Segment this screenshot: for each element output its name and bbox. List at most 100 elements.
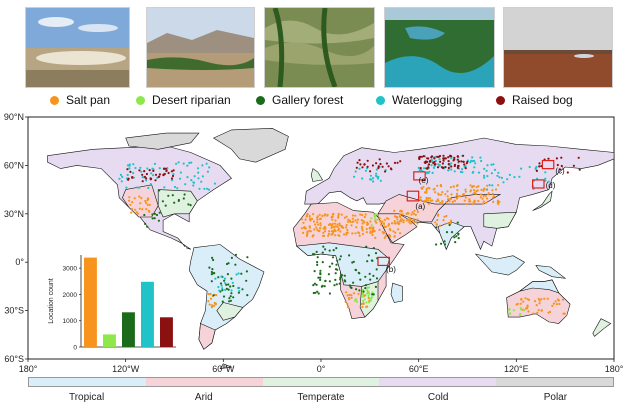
- category-legend: Salt pan Desert riparian Gallery forest Wat…: [50, 93, 604, 111]
- site-dot: [316, 218, 319, 221]
- site-dot: [210, 270, 213, 274]
- new-guinea-landmass: [535, 265, 567, 279]
- site-dot: [483, 176, 486, 179]
- site-dot: [369, 226, 372, 229]
- site-dot: [327, 273, 330, 276]
- site-dot: [312, 220, 316, 223]
- climate-segment: [145, 378, 263, 386]
- site-dot: [537, 297, 540, 300]
- site-dot: [190, 161, 193, 164]
- site-dot: [228, 297, 231, 300]
- site-dot: [427, 157, 430, 160]
- site-dot: [231, 281, 234, 284]
- site-dot: [414, 213, 417, 216]
- site-dot: [230, 277, 233, 280]
- site-dot: [363, 215, 366, 219]
- site-dot: [333, 228, 336, 231]
- site-dot: [360, 302, 363, 306]
- climate-label: Temperate: [297, 392, 345, 403]
- site-dot: [381, 165, 384, 168]
- site-dot: [538, 165, 541, 168]
- site-dot: [411, 219, 414, 222]
- site-dot: [360, 225, 364, 229]
- site-dot: [361, 222, 364, 225]
- site-dot: [209, 297, 213, 300]
- site-dot: [560, 156, 563, 159]
- site-dot: [335, 283, 338, 286]
- inset-bar: [103, 334, 116, 347]
- site-dot: [158, 175, 161, 178]
- site-dot: [358, 289, 361, 292]
- site-dot: [348, 293, 351, 296]
- site-dot: [323, 227, 326, 230]
- site-dot: [376, 175, 379, 178]
- site-dot: [450, 197, 453, 200]
- site-dot: [230, 256, 233, 259]
- site-dot: [398, 220, 401, 223]
- site-dot: [425, 198, 428, 202]
- site-dot: [223, 277, 227, 280]
- site-dot: [376, 177, 380, 180]
- site-dot: [374, 218, 377, 221]
- site-dot: [393, 215, 397, 218]
- site-dot: [375, 277, 379, 280]
- site-dot: [324, 279, 327, 283]
- site-dot: [538, 302, 541, 305]
- site-dot: [154, 179, 157, 182]
- site-dot: [422, 155, 425, 158]
- legend-dot-icon: [50, 95, 59, 105]
- site-dot: [425, 190, 428, 193]
- site-dot: [220, 275, 223, 278]
- site-dot: [132, 163, 135, 166]
- site-dot: [566, 171, 569, 174]
- site-dot: [232, 296, 235, 299]
- site-dot: [130, 211, 133, 214]
- site-dot: [435, 200, 438, 203]
- site-dot: [364, 287, 367, 290]
- site-dot: [197, 177, 200, 180]
- site-dot: [165, 169, 168, 172]
- site-dot: [464, 167, 467, 170]
- site-dot: [483, 167, 486, 170]
- site-dot: [393, 222, 396, 225]
- site-dot: [399, 216, 402, 219]
- site-dot: [337, 216, 340, 219]
- site-dot: [309, 219, 312, 222]
- site-dot: [238, 286, 241, 289]
- site-dot: [496, 199, 500, 202]
- study-area-label: (d): [546, 181, 556, 190]
- site-dot: [214, 302, 217, 305]
- arctic-islands-landmass: [125, 132, 200, 150]
- site-dot: [356, 218, 359, 221]
- site-dot: [312, 284, 315, 287]
- raised-bog-photo: [503, 7, 613, 88]
- site-dot: [318, 218, 321, 221]
- site-dot: [451, 200, 454, 203]
- site-dot: [364, 169, 367, 172]
- site-dot: [364, 284, 368, 287]
- site-dot: [369, 220, 372, 223]
- site-dot: [316, 216, 319, 219]
- site-dot: [375, 172, 378, 175]
- site-dot: [376, 218, 379, 221]
- site-dot: [227, 283, 230, 286]
- site-dot: [494, 188, 498, 191]
- site-dot: [128, 163, 131, 166]
- site-dot: [370, 217, 373, 220]
- site-dot: [330, 233, 333, 236]
- site-dot: [201, 175, 204, 178]
- climate-label: Tropical: [68, 392, 105, 403]
- site-dot: [416, 218, 419, 221]
- site-dot: [406, 218, 410, 221]
- site-dot: [433, 163, 436, 166]
- site-dot: [390, 222, 394, 225]
- site-dot: [384, 234, 387, 238]
- site-dot: [143, 175, 146, 178]
- site-dot: [140, 196, 143, 200]
- site-dot: [482, 202, 485, 205]
- site-dot: [393, 161, 397, 164]
- site-dot: [350, 224, 353, 227]
- site-dot: [397, 228, 400, 231]
- desert-riparian-photo: [146, 7, 255, 88]
- inset-y-axis-label: Location count: [48, 278, 55, 324]
